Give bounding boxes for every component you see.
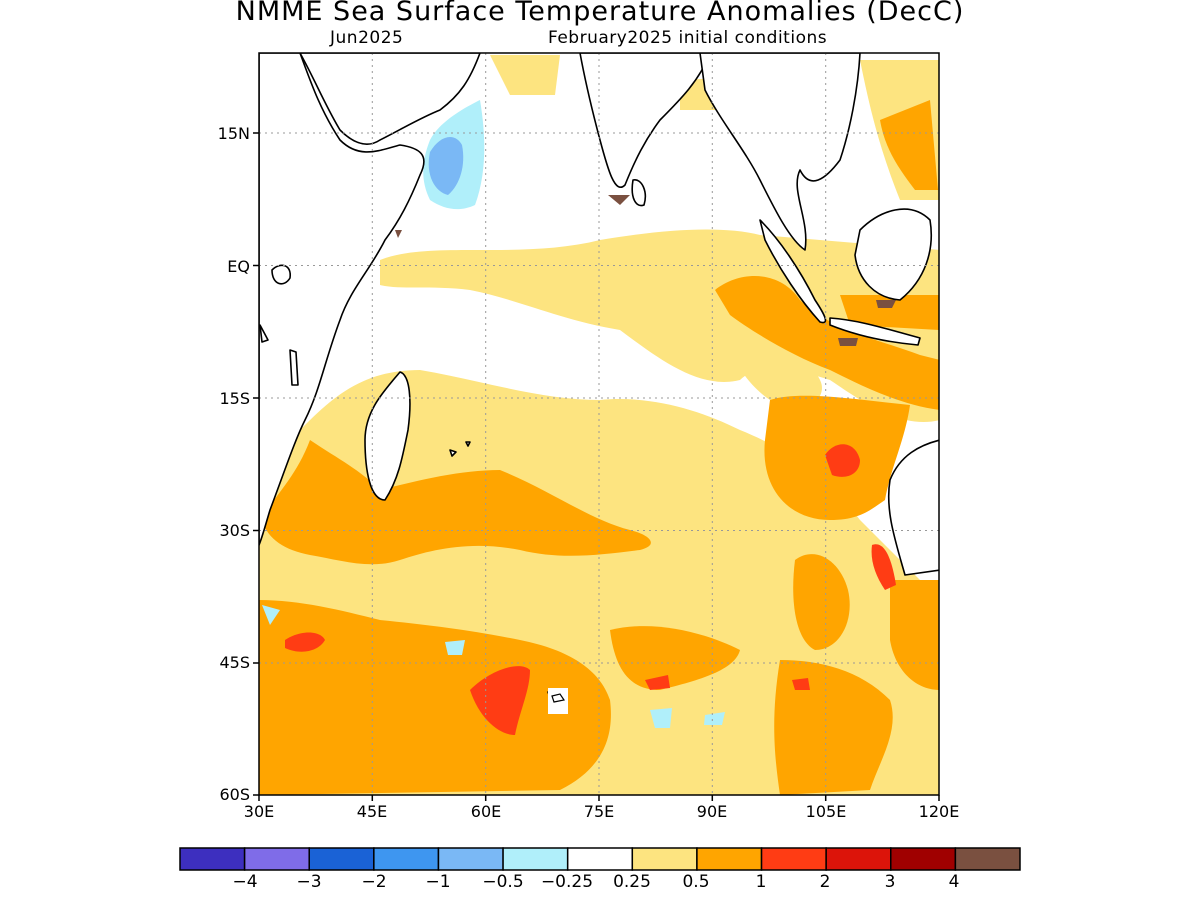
lat-label-45s: 45S [219, 653, 250, 672]
colorbar-swatch [696, 847, 763, 871]
arabia [299, 53, 481, 145]
extreme-anomaly-spots [395, 195, 896, 346]
india [579, 53, 711, 188]
colorbar-label: 2 [819, 872, 831, 892]
australia [887, 439, 939, 576]
initial-conditions: February2025 initial conditions [548, 28, 828, 48]
colorbar-label: 0.5 [682, 872, 710, 892]
borneo [854, 208, 932, 301]
africa-arabia [259, 53, 425, 546]
lon-label-60e: 60E [470, 802, 502, 821]
colorbar-swatch [825, 847, 892, 871]
colorbar-swatch [502, 847, 569, 871]
colorbar-label: −3 [296, 872, 322, 892]
lon-label-30e: 30E [243, 802, 275, 821]
lat-label-30s: 30S [219, 521, 250, 540]
strong-warm-anomaly-areas [285, 444, 896, 735]
colorbar-swatch [760, 847, 827, 871]
indochina [699, 53, 861, 251]
lat-label-15n: 15N [217, 124, 250, 143]
colorbar-swatch [373, 847, 440, 871]
warm-anomaly-areas [259, 100, 939, 795]
colorbar-label: −2 [361, 872, 387, 892]
cool-anomaly-area [428, 136, 464, 195]
sri-lanka [631, 179, 647, 207]
colorbar-label: −1 [425, 872, 451, 892]
lat-label-eq: EQ [227, 257, 250, 276]
colorbar-swatch [566, 847, 634, 871]
forecast-month: Jun2025 [330, 28, 404, 48]
colorbar-swatch [954, 847, 1021, 871]
lon-label-45e: 45E [356, 802, 388, 821]
java [829, 317, 921, 346]
colorbar-label: 4 [948, 872, 960, 892]
colorbar-swatch [437, 847, 504, 871]
sumatra [759, 219, 827, 324]
lat-label-15s: 15S [219, 389, 250, 408]
lon-label-75e: 75E [583, 802, 615, 821]
colorbar-label: 0.25 [613, 872, 651, 892]
colorbar-label: 3 [884, 872, 896, 892]
lon-label-90e: 90E [696, 802, 728, 821]
graticule [259, 53, 939, 795]
colorbar [179, 847, 1021, 871]
colorbar-swatch [243, 847, 310, 871]
madagascar [364, 371, 411, 501]
lon-label-120e: 120E [918, 802, 960, 821]
colorbar-label: −0.5 [482, 872, 524, 892]
colorbar-label: −4 [232, 872, 258, 892]
colorbar-swatch [179, 847, 246, 871]
colorbar-swatch [890, 847, 957, 871]
colorbar-label: −0.25 [540, 872, 594, 892]
map-title: NMME Sea Surface Temperature Anomalies (… [235, 0, 965, 27]
colorbar-swatch [308, 847, 375, 871]
colorbar-swatch [631, 847, 698, 871]
lon-label-105e: 105E [805, 802, 847, 821]
land-masses [259, 53, 939, 704]
lat-label-60s: 60S [219, 785, 250, 804]
axis-ticks [253, 132, 940, 801]
colorbar-label: 1 [755, 872, 767, 892]
